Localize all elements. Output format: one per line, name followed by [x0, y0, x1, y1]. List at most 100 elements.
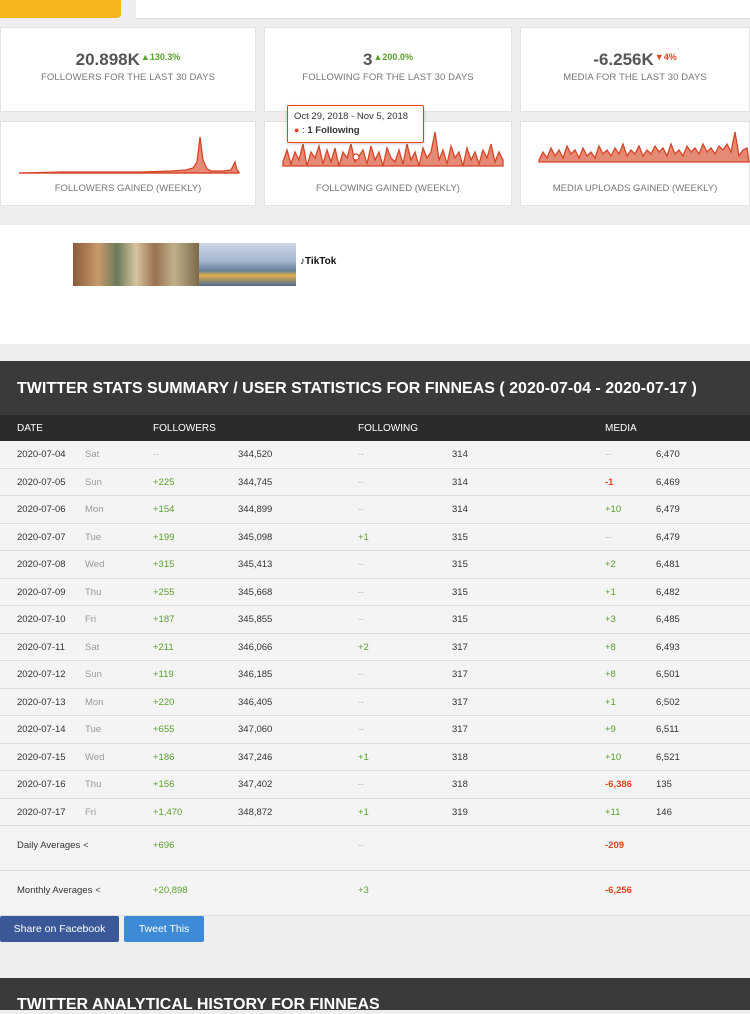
- row-media-total: 6,479: [656, 504, 680, 515]
- row-media-total: 6,502: [656, 696, 680, 708]
- following-weekly-label: FOLLOWING GAINED (WEEKLY): [316, 183, 460, 194]
- row-date: 2020-07-06: [17, 504, 66, 515]
- summary-title: TWITTER STATS SUMMARY / USER STATISTICS …: [17, 380, 697, 397]
- row-followers-delta: +225: [153, 476, 175, 488]
- row-followers-total: 344,899: [238, 504, 273, 515]
- following-weekly-sparkline[interactable]: [265, 122, 513, 182]
- row-following-total: 314: [452, 504, 468, 515]
- row-day: Sun: [85, 476, 102, 488]
- table-row: 2020-07-10 Fri +187 345,855 -- 315 +3 6,485: [0, 606, 750, 634]
- row-media-delta: +3: [605, 614, 616, 625]
- row-media-total: 135: [656, 779, 672, 790]
- row-date: 2020-07-10: [17, 614, 66, 625]
- row-date: 2020-07-13: [17, 696, 66, 708]
- row-following-delta: --: [358, 696, 365, 708]
- ad-street-photo[interactable]: [73, 243, 199, 286]
- row-following-delta: --: [358, 724, 365, 735]
- share-icon[interactable]: <: [95, 885, 101, 895]
- row-media-delta: --: [605, 531, 612, 543]
- followers-change: ▲130.3%: [140, 52, 181, 62]
- row-media-delta: +1: [605, 696, 616, 708]
- row-following-delta: +1: [358, 531, 369, 543]
- history-title: TWITTER ANALYTICAL HISTORY FOR FINNEAS: [17, 996, 380, 1013]
- share-facebook-button[interactable]: Share on Facebook: [0, 916, 119, 942]
- ad-city-photo[interactable]: [199, 243, 296, 286]
- row-media-total: 6,482: [656, 586, 680, 598]
- row-followers-total: 344,745: [238, 476, 273, 488]
- following-stat-value: 3▲200.0%: [363, 50, 413, 69]
- row-date: 2020-07-07: [17, 531, 66, 543]
- up-arrow-icon: ▲: [373, 52, 383, 62]
- row-followers-delta: +119: [153, 669, 174, 680]
- table-row: 2020-07-15 Wed +186 347,246 +1 318 +10 6,521: [0, 744, 750, 771]
- row-media-total: 6,479: [656, 531, 680, 543]
- row-followers-total: 346,185: [238, 669, 273, 680]
- share-icon[interactable]: <: [83, 840, 89, 850]
- row-following-delta: --: [358, 669, 365, 680]
- row-followers-total: 345,855: [238, 614, 273, 625]
- table-row: 2020-07-12 Sun +119 346,185 -- 317 +8 6,501: [0, 661, 750, 689]
- row-followers-delta: +154: [153, 504, 175, 515]
- row-day: Tue: [85, 724, 102, 735]
- row-media-delta: +9: [605, 724, 616, 735]
- media-weekly-label: MEDIA UPLOADS GAINED (WEEKLY): [552, 183, 718, 194]
- row-date: 2020-07-04: [17, 449, 66, 460]
- row-media-delta: +8: [605, 669, 616, 680]
- row-following-delta: --: [358, 779, 365, 790]
- stats-table: 2020-07-04 Sat -- 344,520 -- 314 -- 6,470 2020-0…: [0, 441, 750, 916]
- row-day: Fri: [85, 806, 97, 818]
- up-arrow-icon: ▲: [140, 52, 150, 62]
- row-followers-delta: +1,470: [153, 806, 183, 818]
- row-day: Mon: [85, 696, 104, 708]
- media-weekly-sparkline[interactable]: [521, 122, 750, 182]
- row-media-delta: +8: [605, 641, 616, 653]
- row-followers-total: 347,246: [238, 751, 273, 763]
- column-followers: FOLLOWERS: [153, 423, 216, 434]
- row-following-total: 318: [452, 751, 468, 763]
- followers-stat-value: 20.898K▲130.3%: [75, 50, 181, 69]
- row-day: Fri: [85, 614, 97, 625]
- row-media-total: 6,493: [656, 641, 680, 653]
- table-row: 2020-07-16 Thu +156 347,402 -- 318 -6,386 135: [0, 771, 750, 799]
- row-date: 2020-07-12: [17, 669, 66, 680]
- top-search-field[interactable]: [136, 0, 750, 19]
- row-day: Wed: [85, 751, 105, 763]
- media-change: ▼4%: [654, 52, 677, 62]
- tweet-this-button[interactable]: Tweet This: [124, 916, 204, 942]
- daily-avg-media: -209: [605, 840, 625, 851]
- row-followers-delta: +655: [153, 724, 175, 735]
- row-following-total: 315: [452, 586, 468, 598]
- row-following-delta: --: [358, 476, 365, 488]
- row-following-total: 317: [452, 641, 468, 653]
- monthly-avg-following: +3: [358, 885, 369, 896]
- row-followers-total: 345,413: [238, 559, 273, 570]
- row-followers-total: 346,405: [238, 696, 273, 708]
- top-accent-button[interactable]: [0, 0, 121, 18]
- row-following-delta: --: [358, 559, 365, 570]
- row-followers-delta: +211: [153, 641, 174, 653]
- summary-header: [0, 361, 750, 415]
- row-following-total: 315: [452, 614, 468, 625]
- row-day: Sun: [85, 669, 102, 680]
- tooltip-value-line: ● : 1 Following: [294, 125, 360, 136]
- tiktok-logo-icon: ♪: [300, 256, 305, 267]
- table-row: 2020-07-08 Wed +315 345,413 -- 315 +2 6,481: [0, 551, 750, 579]
- row-media-total: 146: [656, 806, 672, 818]
- monthly-averages-row: Monthly Averages < +20,898 +3 -6,256: [0, 871, 750, 916]
- row-followers-delta: +187: [153, 614, 175, 625]
- tooltip-date-range: Oct 29, 2018 - Nov 5, 2018: [294, 111, 409, 122]
- down-arrow-icon: ▼: [654, 52, 664, 62]
- row-followers-total: 347,402: [238, 779, 273, 790]
- row-day: Sat: [85, 641, 100, 653]
- following-stat-card: 3▲200.0% FOLLOWING FOR THE LAST 30 DAYS: [264, 27, 512, 112]
- followers-weekly-sparkline[interactable]: [1, 122, 257, 182]
- column-date: DATE: [17, 423, 43, 434]
- row-followers-delta: +186: [153, 751, 175, 763]
- row-following-total: 318: [452, 779, 468, 790]
- row-followers-delta: +220: [153, 696, 175, 708]
- row-media-total: 6,485: [656, 614, 680, 625]
- tiktok-logo[interactable]: ♪TikTok: [300, 256, 337, 267]
- row-media-total: 6,511: [656, 724, 680, 735]
- row-following-total: 319: [452, 806, 468, 818]
- column-following: FOLLOWING: [358, 423, 419, 434]
